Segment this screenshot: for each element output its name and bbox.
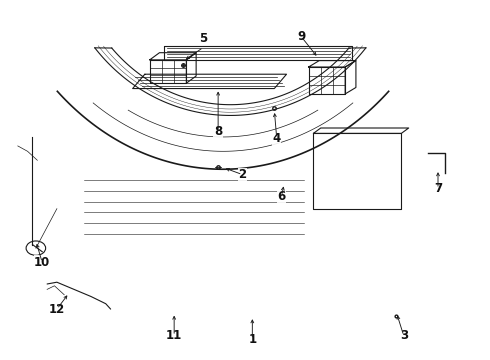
Text: 2: 2: [239, 168, 246, 181]
Text: 9: 9: [297, 30, 305, 43]
Text: 11: 11: [166, 329, 182, 342]
Text: 12: 12: [49, 303, 65, 316]
Text: 5: 5: [199, 32, 208, 45]
Text: 7: 7: [434, 183, 442, 195]
Text: 3: 3: [400, 329, 408, 342]
Text: 1: 1: [248, 333, 256, 346]
Text: 8: 8: [214, 125, 222, 138]
Text: 6: 6: [277, 190, 286, 203]
Text: 4: 4: [272, 132, 281, 145]
Text: 10: 10: [34, 256, 50, 269]
